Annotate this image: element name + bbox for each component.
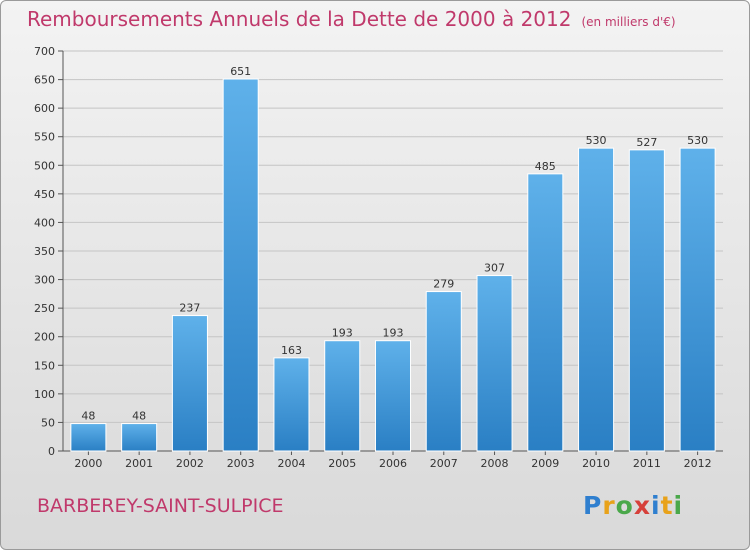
y-tick-label: 250: [34, 302, 55, 315]
x-tick-label: 2005: [328, 457, 356, 470]
bar: [324, 340, 361, 452]
x-tick-label: 2000: [74, 457, 102, 470]
location-name: BARBEREY-SAINT-SULPICE: [37, 495, 284, 517]
y-tick-label: 650: [34, 74, 55, 87]
x-tick-label: 2012: [684, 457, 712, 470]
data-labels: 48 48 237 651 163 193 193 279 307 485 530 527 530: [81, 65, 708, 423]
x-tick-label: 2002: [176, 457, 204, 470]
bar: [527, 173, 564, 452]
x-tick-label: 2009: [531, 457, 559, 470]
data-label: 48: [81, 410, 95, 423]
bar: [171, 315, 208, 452]
y-tick-label: 200: [34, 331, 55, 344]
chart-title-text: Remboursements Annuels de la Dette de 20…: [27, 7, 572, 31]
data-label: 527: [636, 136, 657, 149]
bar: [628, 149, 665, 452]
y-tick-label: 150: [34, 359, 55, 372]
x-tick-label: 2007: [430, 457, 458, 470]
x-tick-label: 2004: [277, 457, 305, 470]
bars: [70, 78, 716, 452]
data-label: 279: [433, 278, 454, 291]
bar: [578, 147, 615, 452]
y-tick-label: 600: [34, 102, 55, 115]
y-tick-label: 400: [34, 216, 55, 229]
data-label: 485: [535, 160, 556, 173]
y-tick-label: 700: [34, 45, 55, 58]
data-label: 193: [383, 327, 404, 340]
y-tick-labels: 0 50 100 150 200 250 300 350 400 450 500 550 600 650 7…: [34, 45, 55, 458]
data-label: 193: [332, 327, 353, 340]
bar: [273, 357, 310, 452]
bar: [374, 340, 412, 452]
data-label: 163: [281, 344, 302, 357]
data-label: 307: [484, 262, 505, 275]
bar: [679, 147, 716, 452]
data-label: 48: [132, 410, 146, 423]
bar: [425, 291, 462, 452]
x-tick-label: 2008: [481, 457, 509, 470]
data-label: 651: [230, 65, 251, 78]
x-tick-label: 2003: [227, 457, 255, 470]
bar: [121, 423, 158, 452]
x-tick-label: 2010: [582, 457, 610, 470]
bar: [70, 423, 107, 452]
data-label: 237: [179, 302, 200, 315]
data-label: 530: [586, 134, 607, 147]
bar: [222, 78, 259, 452]
y-tick-label: 500: [34, 159, 55, 172]
y-tick-label: 450: [34, 188, 55, 201]
chart-unit: (en milliers d'€): [581, 15, 676, 29]
y-tick-label: 0: [48, 445, 55, 458]
x-tick-labels: 2000 2001 2002 2003 2004 2005 2006 2007 2008 2009…: [74, 457, 711, 470]
y-tick-label: 550: [34, 131, 55, 144]
x-tick-label: 2006: [379, 457, 407, 470]
y-tick-label: 350: [34, 245, 55, 258]
y-tick-label: 300: [34, 274, 55, 287]
data-label: 530: [687, 134, 708, 147]
y-tick-label: 100: [34, 388, 55, 401]
chart-title: Remboursements Annuels de la Dette de 20…: [27, 7, 676, 31]
proxiti-logo: Proxiti: [583, 491, 684, 520]
x-tick-label: 2011: [633, 457, 661, 470]
x-tick-label: 2001: [125, 457, 153, 470]
bar: [476, 275, 513, 452]
y-tick-label: 50: [41, 416, 55, 429]
